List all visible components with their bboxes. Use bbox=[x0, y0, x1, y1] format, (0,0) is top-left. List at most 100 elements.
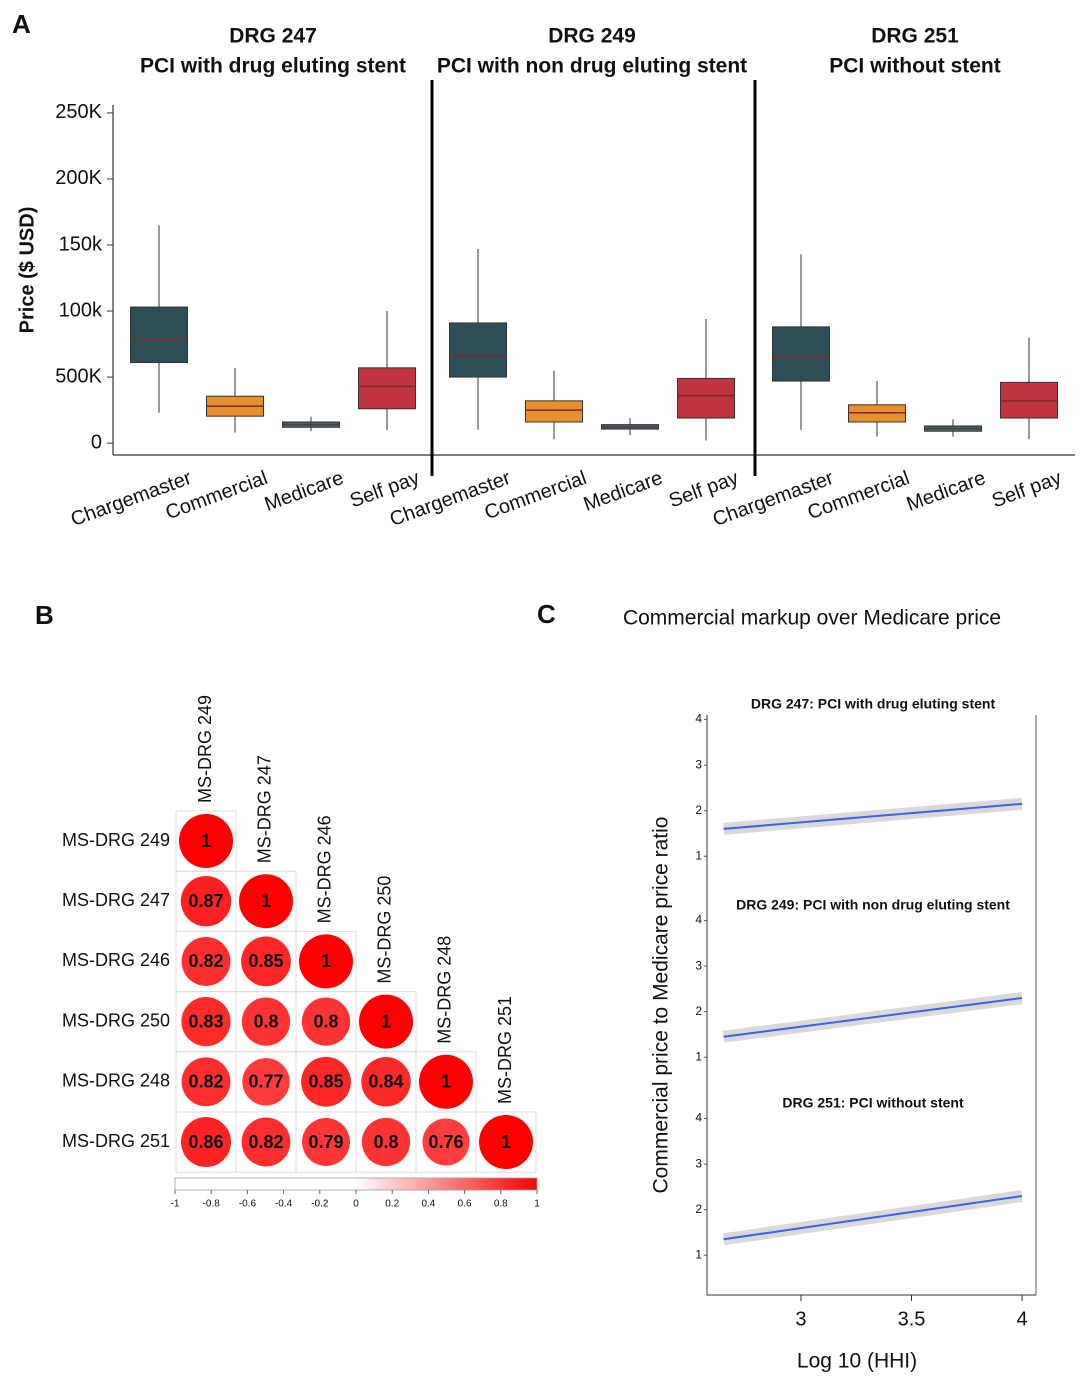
y-tick-label: 4 bbox=[695, 1111, 702, 1125]
corr-value: 0.86 bbox=[188, 1132, 223, 1152]
colorbar-tick-label: -0.2 bbox=[311, 1199, 329, 1210]
corr-circle bbox=[179, 814, 233, 868]
corr-circle bbox=[361, 1057, 411, 1107]
facet-title: DRG 249: PCI with non drug eluting stent bbox=[736, 897, 1010, 913]
x-tick-label: Medicare bbox=[262, 467, 347, 516]
corr-circle bbox=[181, 936, 231, 986]
cell bbox=[475, 1111, 537, 1173]
corr-circle bbox=[180, 876, 232, 927]
row-label: MS-DRG 246 bbox=[62, 950, 170, 970]
corr-value: 0.85 bbox=[308, 1072, 343, 1092]
fit-line bbox=[723, 997, 1023, 1038]
corr-value: 1 bbox=[201, 831, 211, 851]
corr-circle bbox=[302, 1118, 350, 1166]
y-tick-label: 150k bbox=[59, 233, 103, 255]
chart-title: Commercial markup over Medicare price bbox=[623, 607, 1001, 630]
corr-circle bbox=[422, 1118, 470, 1166]
y-axis-label: Commercial price to Medicare price ratio bbox=[650, 817, 673, 1194]
box bbox=[772, 326, 830, 382]
facet-title: DRG 251: PCI without stent bbox=[782, 1095, 964, 1111]
box bbox=[449, 322, 507, 378]
corr-value: 0.82 bbox=[248, 1132, 283, 1152]
column-label: MS-DRG 247 bbox=[255, 755, 275, 863]
corr-value: 0.82 bbox=[188, 1072, 223, 1092]
y-tick-label: 500K bbox=[55, 365, 102, 387]
corr-circle bbox=[242, 1058, 290, 1106]
panel-label: A bbox=[12, 9, 31, 39]
facet-title: DRG 251 bbox=[871, 25, 959, 48]
x-tick-label: 4 bbox=[1017, 1308, 1028, 1330]
corr-value: 0.8 bbox=[373, 1132, 398, 1152]
y-tick-label: 250K bbox=[55, 101, 102, 123]
facet-subtitle: PCI without stent bbox=[829, 55, 1001, 78]
box bbox=[130, 306, 188, 364]
y-tick-label: 200K bbox=[55, 167, 102, 189]
y-tick-label: 1 bbox=[695, 1247, 702, 1261]
x-axis-label: Log 10 (HHI) bbox=[797, 1350, 917, 1373]
corr-value: 0.8 bbox=[253, 1011, 278, 1031]
colorbar-tick-label: 0.4 bbox=[421, 1199, 435, 1210]
y-tick-label: 2 bbox=[695, 1202, 702, 1216]
corr-value: 0.8 bbox=[313, 1011, 338, 1031]
y-tick-label: 4 bbox=[695, 913, 702, 927]
facet-title: DRG 247 bbox=[229, 25, 317, 48]
corr-circle bbox=[241, 1117, 291, 1167]
corr-value: 0.82 bbox=[188, 951, 223, 971]
corr-value: 0.76 bbox=[428, 1132, 463, 1152]
colorbar-tick-label: -0.4 bbox=[275, 1199, 293, 1210]
corr-circle bbox=[181, 1057, 231, 1107]
corr-circle bbox=[241, 936, 291, 987]
colorbar-tick-label: 0 bbox=[353, 1199, 359, 1210]
column-label: MS-DRG 249 bbox=[195, 695, 215, 803]
x-tick-label: 3 bbox=[795, 1308, 806, 1330]
row-label: MS-DRG 247 bbox=[62, 890, 170, 910]
panel-label: B bbox=[35, 600, 54, 630]
column-label: MS-DRG 250 bbox=[375, 876, 395, 984]
corr-value: 1 bbox=[441, 1072, 451, 1092]
column-label: MS-DRG 251 bbox=[495, 996, 515, 1104]
corr-value: 0.77 bbox=[248, 1072, 283, 1092]
fit-line bbox=[723, 802, 1023, 830]
row-label: MS-DRG 250 bbox=[62, 1010, 170, 1030]
y-tick-label: 4 bbox=[695, 712, 702, 726]
y-axis-label: Price ($ USD) bbox=[16, 207, 38, 334]
colorbar-tick-label: 0.2 bbox=[385, 1199, 399, 1210]
y-tick-label: 2 bbox=[695, 1004, 702, 1018]
corr-value: 0.83 bbox=[188, 1011, 223, 1031]
facet-subtitle: PCI with drug eluting stent bbox=[140, 55, 406, 78]
corr-value: 1 bbox=[381, 1011, 391, 1031]
corr-circle bbox=[241, 997, 291, 1046]
box bbox=[358, 367, 416, 410]
corr-circle bbox=[301, 1056, 351, 1107]
facet-subtitle: PCI with non drug eluting stent bbox=[437, 55, 747, 78]
fit-line bbox=[723, 1195, 1023, 1241]
colorbar-tick-label: 0.8 bbox=[494, 1199, 508, 1210]
corr-value: 1 bbox=[261, 891, 271, 911]
y-tick-label: 1 bbox=[695, 1049, 702, 1063]
column-label: MS-DRG 248 bbox=[435, 936, 455, 1044]
box bbox=[677, 377, 735, 419]
corr-circle bbox=[239, 874, 293, 929]
corr-circle bbox=[359, 994, 413, 1049]
corr-circle bbox=[299, 934, 353, 989]
x-tick-label: Medicare bbox=[581, 467, 666, 516]
y-tick-label: 2 bbox=[695, 803, 702, 817]
y-tick-label: 3 bbox=[695, 1156, 702, 1170]
y-tick-label: 3 bbox=[695, 757, 702, 771]
corr-value: 0.87 bbox=[188, 891, 223, 911]
box bbox=[525, 400, 583, 423]
corr-value: 1 bbox=[501, 1132, 511, 1152]
row-label: MS-DRG 251 bbox=[62, 1131, 170, 1151]
row-label: MS-DRG 248 bbox=[62, 1071, 170, 1091]
panel-label: C bbox=[537, 599, 556, 629]
y-tick-label: 1 bbox=[695, 848, 702, 862]
facet-title: DRG 249 bbox=[548, 25, 636, 48]
colorbar-tick-label: 1 bbox=[534, 1199, 540, 1210]
colorbar bbox=[174, 1177, 538, 1191]
colorbar-tick-label: -1 bbox=[171, 1199, 180, 1210]
row-label: MS-DRG 249 bbox=[62, 830, 170, 850]
y-tick-label: 100k bbox=[59, 299, 103, 321]
facet-title: DRG 247: PCI with drug eluting stent bbox=[751, 696, 996, 712]
corr-value: 0.84 bbox=[368, 1072, 403, 1092]
corr-circle bbox=[479, 1115, 533, 1169]
